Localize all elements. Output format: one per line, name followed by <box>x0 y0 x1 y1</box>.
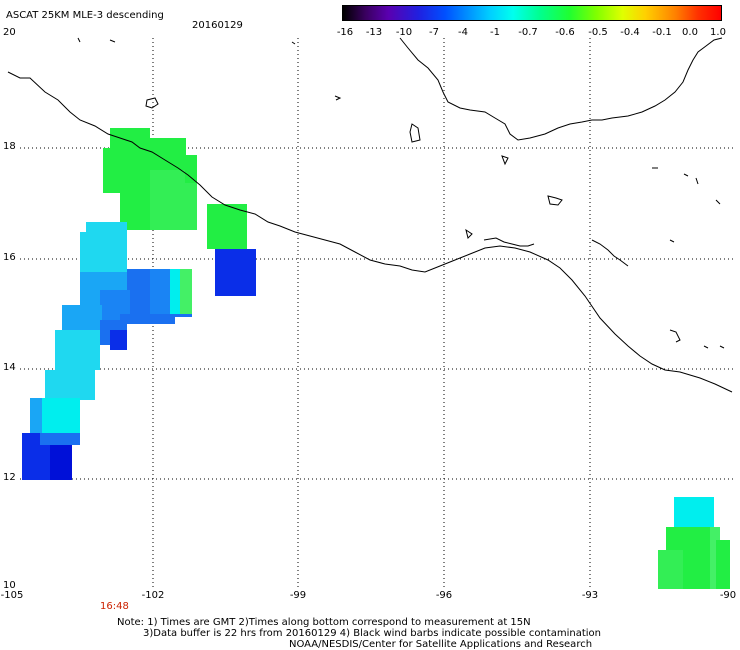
colorbar-label: -0.4 <box>620 27 640 38</box>
lat-label: 10 <box>3 580 16 591</box>
colorbar-label: -13 <box>365 27 383 38</box>
lon-label: -93 <box>581 590 599 601</box>
colorbar-label: -4 <box>458 27 468 38</box>
gulf-coastline <box>399 37 723 141</box>
colorbar-label: 0.0 <box>682 27 698 38</box>
lon-label: -99 <box>289 590 307 601</box>
lon-label: -96 <box>435 590 453 601</box>
lake-chapala <box>145 97 159 109</box>
lon-label: -90 <box>719 590 737 601</box>
colorbar-label: -0.7 <box>518 27 538 38</box>
colorbar-label: -0.6 <box>555 27 575 38</box>
gridlines <box>20 38 736 588</box>
lat-label: 12 <box>3 472 16 483</box>
colorbar-label: -0.1 <box>652 27 672 38</box>
lat-label: 16 <box>3 252 16 263</box>
lat-label: 18 <box>3 141 16 152</box>
lon-label: -105 <box>0 590 24 601</box>
colorbar-label: -7 <box>429 27 439 38</box>
product-date: 20160129 <box>192 20 243 31</box>
wind-swath-left <box>22 128 256 480</box>
product-title: ASCAT 25KM MLE-3 descending <box>6 10 164 21</box>
note-line-1: Note: 1) Times are GMT 2)Times along bot… <box>117 617 531 628</box>
wind-swath-right <box>658 497 730 589</box>
coastline <box>7 37 733 393</box>
colorbar-label: -1 <box>490 27 500 38</box>
pacific-coastline <box>7 71 733 393</box>
credit-line: NOAA/NESDIS/Center for Satellite Applica… <box>289 639 593 650</box>
lat-label: 20 <box>3 27 16 38</box>
lat-label: 14 <box>3 362 16 373</box>
lon-label: -102 <box>141 590 165 601</box>
colorbar <box>342 5 722 21</box>
colorbar-label: -0.5 <box>588 27 608 38</box>
pass-time: 16:48 <box>100 601 129 612</box>
colorbar-label: -10 <box>395 27 413 38</box>
colorbar-label: -16 <box>336 27 354 38</box>
colorbar-label: 1.0 <box>710 27 726 38</box>
note-line-2: 3)Data buffer is 22 hrs from 20160129 4)… <box>143 628 601 639</box>
